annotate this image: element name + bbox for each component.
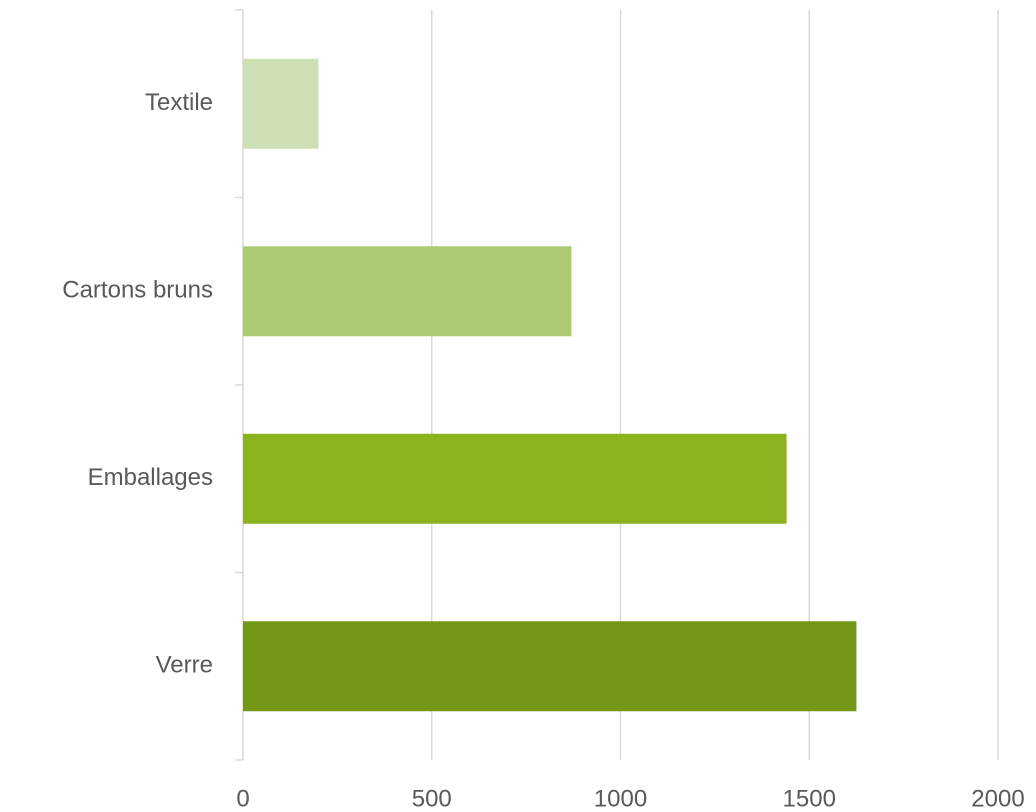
x-tick-label: 1000 — [594, 785, 647, 812]
y-tick-label: Cartons bruns — [62, 277, 213, 304]
x-tick-label: 1500 — [783, 785, 836, 812]
y-tick-label: Emballages — [88, 464, 213, 491]
y-tick-label: Textile — [145, 89, 213, 116]
bar — [243, 621, 857, 712]
bar — [243, 58, 319, 149]
bar — [243, 433, 787, 524]
y-tick-label: Verre — [156, 652, 213, 679]
x-tick-label: 500 — [412, 785, 452, 812]
x-tick-label: 0 — [236, 785, 249, 812]
bar — [243, 246, 572, 337]
x-tick-label: 2000 — [971, 785, 1024, 812]
